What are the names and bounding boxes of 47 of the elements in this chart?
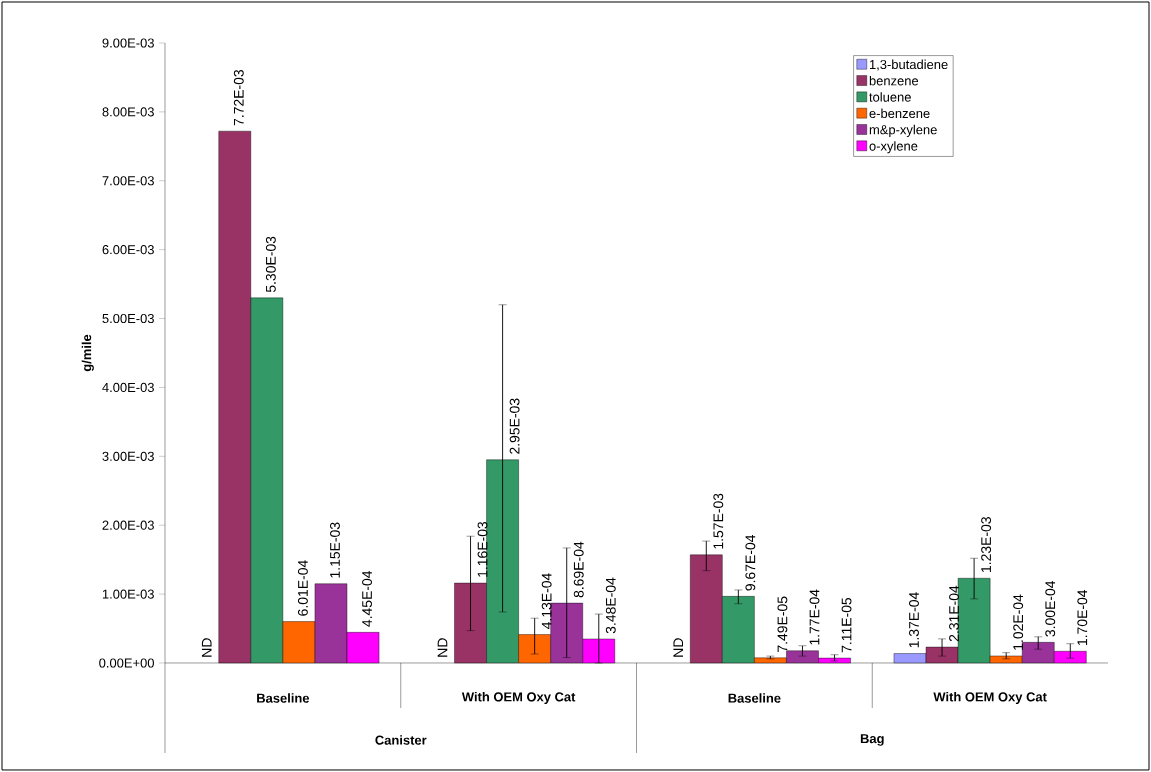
legend-label: toluene (869, 92, 911, 102)
data-label: 1.57E-03 (713, 493, 724, 549)
y-axis-title: g/mile (81, 334, 94, 372)
legend-label: 1,3-butadiene (869, 59, 948, 71)
data-label: 4.45E-04 (362, 570, 372, 627)
data-label: 2.95E-03 (509, 398, 520, 454)
y-tick-label: 8.00E-03 (102, 107, 154, 117)
y-tick-label: 6.00E-03 (102, 245, 154, 255)
data-label: 8.69E-04 (573, 541, 584, 598)
text: ND (673, 638, 684, 657)
x-tick-label: Baseline (257, 693, 310, 703)
x-tick-label: Baseline (728, 693, 781, 703)
y-tick-label: 9.00E-03 (102, 38, 154, 48)
y-tick-label: 0.00E+00 (99, 658, 154, 668)
data-label: 1.15E-03 (330, 522, 340, 578)
data-label: 9.67E-04 (745, 534, 756, 591)
data-label: 1.02E-04 (1013, 594, 1024, 650)
data-label: 7.49E-05 (777, 596, 788, 652)
text: Bag (860, 734, 884, 746)
text: ND (201, 638, 212, 657)
data-label: 3.48E-04 (605, 577, 616, 634)
data-label: 2.31E-04 (949, 585, 959, 642)
text: ND (437, 638, 448, 657)
data-label: 1.23E-03 (981, 517, 992, 572)
data-label: 4.13E-04 (541, 573, 552, 630)
y-tick-label: 1.00E-03 (102, 589, 154, 599)
data-label: 1.70E-04 (1077, 589, 1088, 646)
data-label: 7.11E-05 (841, 597, 852, 653)
y-tick-label: 4.00E-03 (102, 382, 154, 393)
data-label: 6.01E-04 (297, 560, 308, 616)
legend-label: benzene (869, 75, 919, 86)
data-label: 5.30E-03 (265, 236, 276, 293)
text: Canister (375, 735, 427, 745)
data-label: 1.77E-04 (809, 589, 820, 645)
data-label: 7.72E-03 (233, 69, 244, 126)
legend-label: m&p-xylene (869, 124, 937, 137)
x-tick-label: With OEM Oxy Cat (933, 691, 1047, 705)
data-label: 1.16E-03 (477, 521, 488, 577)
y-tick-label: 7.00E-03 (102, 176, 154, 186)
data-label: 1.37E-04 (909, 592, 919, 648)
data-label: 3.00E-04 (1045, 580, 1056, 637)
y-tick-label: 5.00E-03 (102, 313, 154, 324)
y-tick-label: 2.00E-03 (102, 520, 154, 530)
legend-label: o-xylene (869, 141, 918, 154)
y-tick-label: 3.00E-03 (102, 451, 154, 461)
x-tick-label: With OEM Oxy Cat (461, 691, 576, 705)
legend-label: e-benzene (869, 108, 930, 119)
